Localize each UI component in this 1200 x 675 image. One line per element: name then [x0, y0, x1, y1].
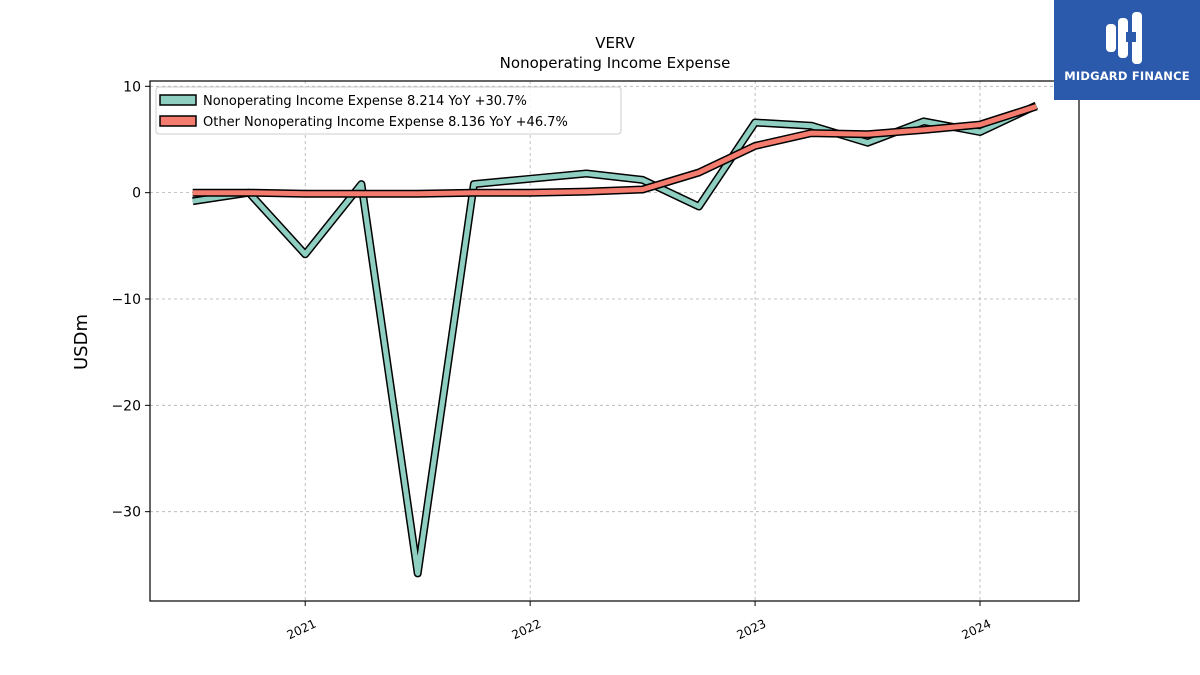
chart-subtitle: Nonoperating Income Expense [500, 54, 731, 72]
series-2 [192, 102, 1038, 198]
x-tick-label: 2023 [735, 617, 769, 643]
y-ticks: 10 0 −10 −20 −30 [111, 79, 150, 521]
x-tick-label: 2022 [510, 617, 544, 643]
x-tick-label: 2024 [960, 617, 994, 643]
series-line [192, 104, 1038, 197]
y-tick-label: 0 [132, 186, 141, 202]
brand-name: MIDGARD FINANCE [1064, 69, 1190, 83]
chart-title: VERV [595, 34, 635, 52]
y-tick-label: −30 [111, 505, 141, 521]
y-tick-label: 10 [123, 79, 141, 95]
brand-mark-icon [1106, 12, 1142, 64]
plot-frame [149, 80, 1080, 602]
x-tick-label: 2021 [285, 617, 319, 643]
legend: Nonoperating Income Expense 8.214 YoY +3… [155, 86, 622, 135]
series-1 [192, 101, 1039, 578]
y-axis-label: USDm [71, 314, 92, 370]
y-tick-label: −20 [111, 398, 141, 414]
y-tick-label: −10 [111, 292, 141, 308]
legend-swatch [159, 115, 197, 127]
series-line [192, 103, 1038, 576]
legend-label: Other Nonoperating Income Expense 8.136 … [203, 115, 568, 130]
legend-box [155, 86, 622, 135]
legend-label: Nonoperating Income Expense 8.214 YoY +3… [203, 94, 527, 109]
x-ticks: 2021 2022 2023 2024 [285, 601, 993, 642]
grid [150, 81, 1079, 601]
brand-logo: MIDGARD FINANCE [1054, 0, 1200, 100]
legend-swatch [159, 94, 197, 106]
series-layer [192, 101, 1039, 578]
